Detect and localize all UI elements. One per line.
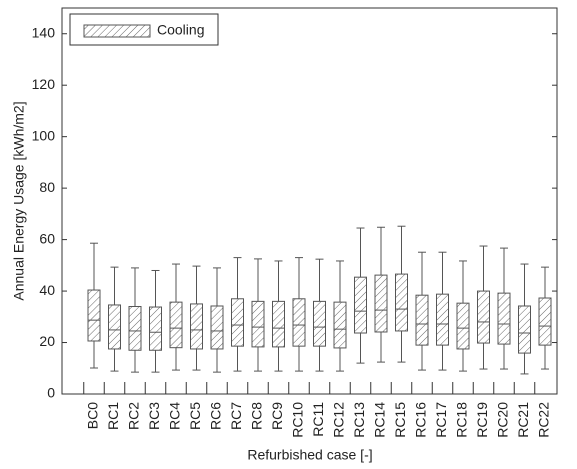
y-tick-label: 20 bbox=[39, 333, 55, 349]
box bbox=[477, 290, 490, 344]
box bbox=[87, 289, 101, 342]
y-tick-label: 140 bbox=[32, 24, 56, 40]
x-tick-label: RC21 bbox=[515, 402, 531, 438]
box bbox=[456, 302, 470, 350]
x-tick-label: RC12 bbox=[331, 402, 347, 438]
box bbox=[149, 306, 162, 351]
x-tick-label: RC15 bbox=[392, 402, 408, 438]
x-tick-label: RC10 bbox=[290, 402, 306, 438]
x-tick-label: RC20 bbox=[495, 402, 511, 438]
x-tick-label: RC16 bbox=[413, 402, 429, 438]
box bbox=[231, 298, 244, 347]
x-tick-label: RC18 bbox=[454, 402, 470, 438]
box bbox=[374, 274, 388, 333]
x-tick-label: RC11 bbox=[310, 402, 326, 437]
x-tick-label: RC3 bbox=[146, 402, 162, 430]
x-tick-label: RC2 bbox=[126, 402, 142, 430]
x-tick-label: RC9 bbox=[269, 402, 285, 430]
box bbox=[169, 301, 183, 349]
y-tick-label: 40 bbox=[39, 282, 55, 298]
box bbox=[313, 300, 326, 347]
box bbox=[128, 306, 142, 351]
y-axis-label: Annual Energy Usage [kWh/m2] bbox=[11, 101, 27, 300]
box bbox=[436, 293, 449, 346]
x-tick-label: RC6 bbox=[208, 402, 224, 430]
x-tick-label: RC4 bbox=[167, 402, 183, 430]
box bbox=[497, 292, 511, 345]
box bbox=[415, 294, 429, 346]
y-tick-label: 100 bbox=[32, 127, 56, 143]
x-tick-label: RC5 bbox=[187, 402, 203, 430]
legend-swatch bbox=[83, 24, 151, 38]
box bbox=[354, 276, 367, 334]
x-tick-label: RC8 bbox=[249, 402, 265, 430]
x-axis-label: Refurbished case [-] bbox=[247, 447, 372, 463]
box bbox=[518, 305, 531, 354]
y-tick-label: 0 bbox=[47, 385, 55, 401]
x-tick-label: RC19 bbox=[474, 402, 490, 438]
box bbox=[395, 273, 408, 332]
legend-label: Cooling bbox=[157, 22, 204, 38]
y-tick-label: 60 bbox=[39, 230, 55, 246]
box bbox=[272, 300, 285, 348]
box bbox=[538, 297, 552, 346]
x-tick-label: RC22 bbox=[536, 402, 552, 438]
box bbox=[333, 301, 347, 349]
x-tick-label: RC7 bbox=[228, 402, 244, 430]
y-tick-label: 120 bbox=[32, 76, 56, 92]
box bbox=[108, 304, 121, 350]
x-tick-label: RC13 bbox=[351, 402, 367, 438]
box bbox=[190, 303, 203, 350]
box bbox=[210, 305, 224, 350]
x-tick-label: BC0 bbox=[85, 402, 101, 429]
box bbox=[251, 300, 265, 348]
x-tick-label: RC17 bbox=[433, 402, 449, 438]
y-tick-label: 80 bbox=[39, 179, 55, 195]
box bbox=[292, 298, 306, 347]
x-tick-label: RC14 bbox=[372, 402, 388, 438]
x-tick-label: RC1 bbox=[105, 402, 121, 430]
